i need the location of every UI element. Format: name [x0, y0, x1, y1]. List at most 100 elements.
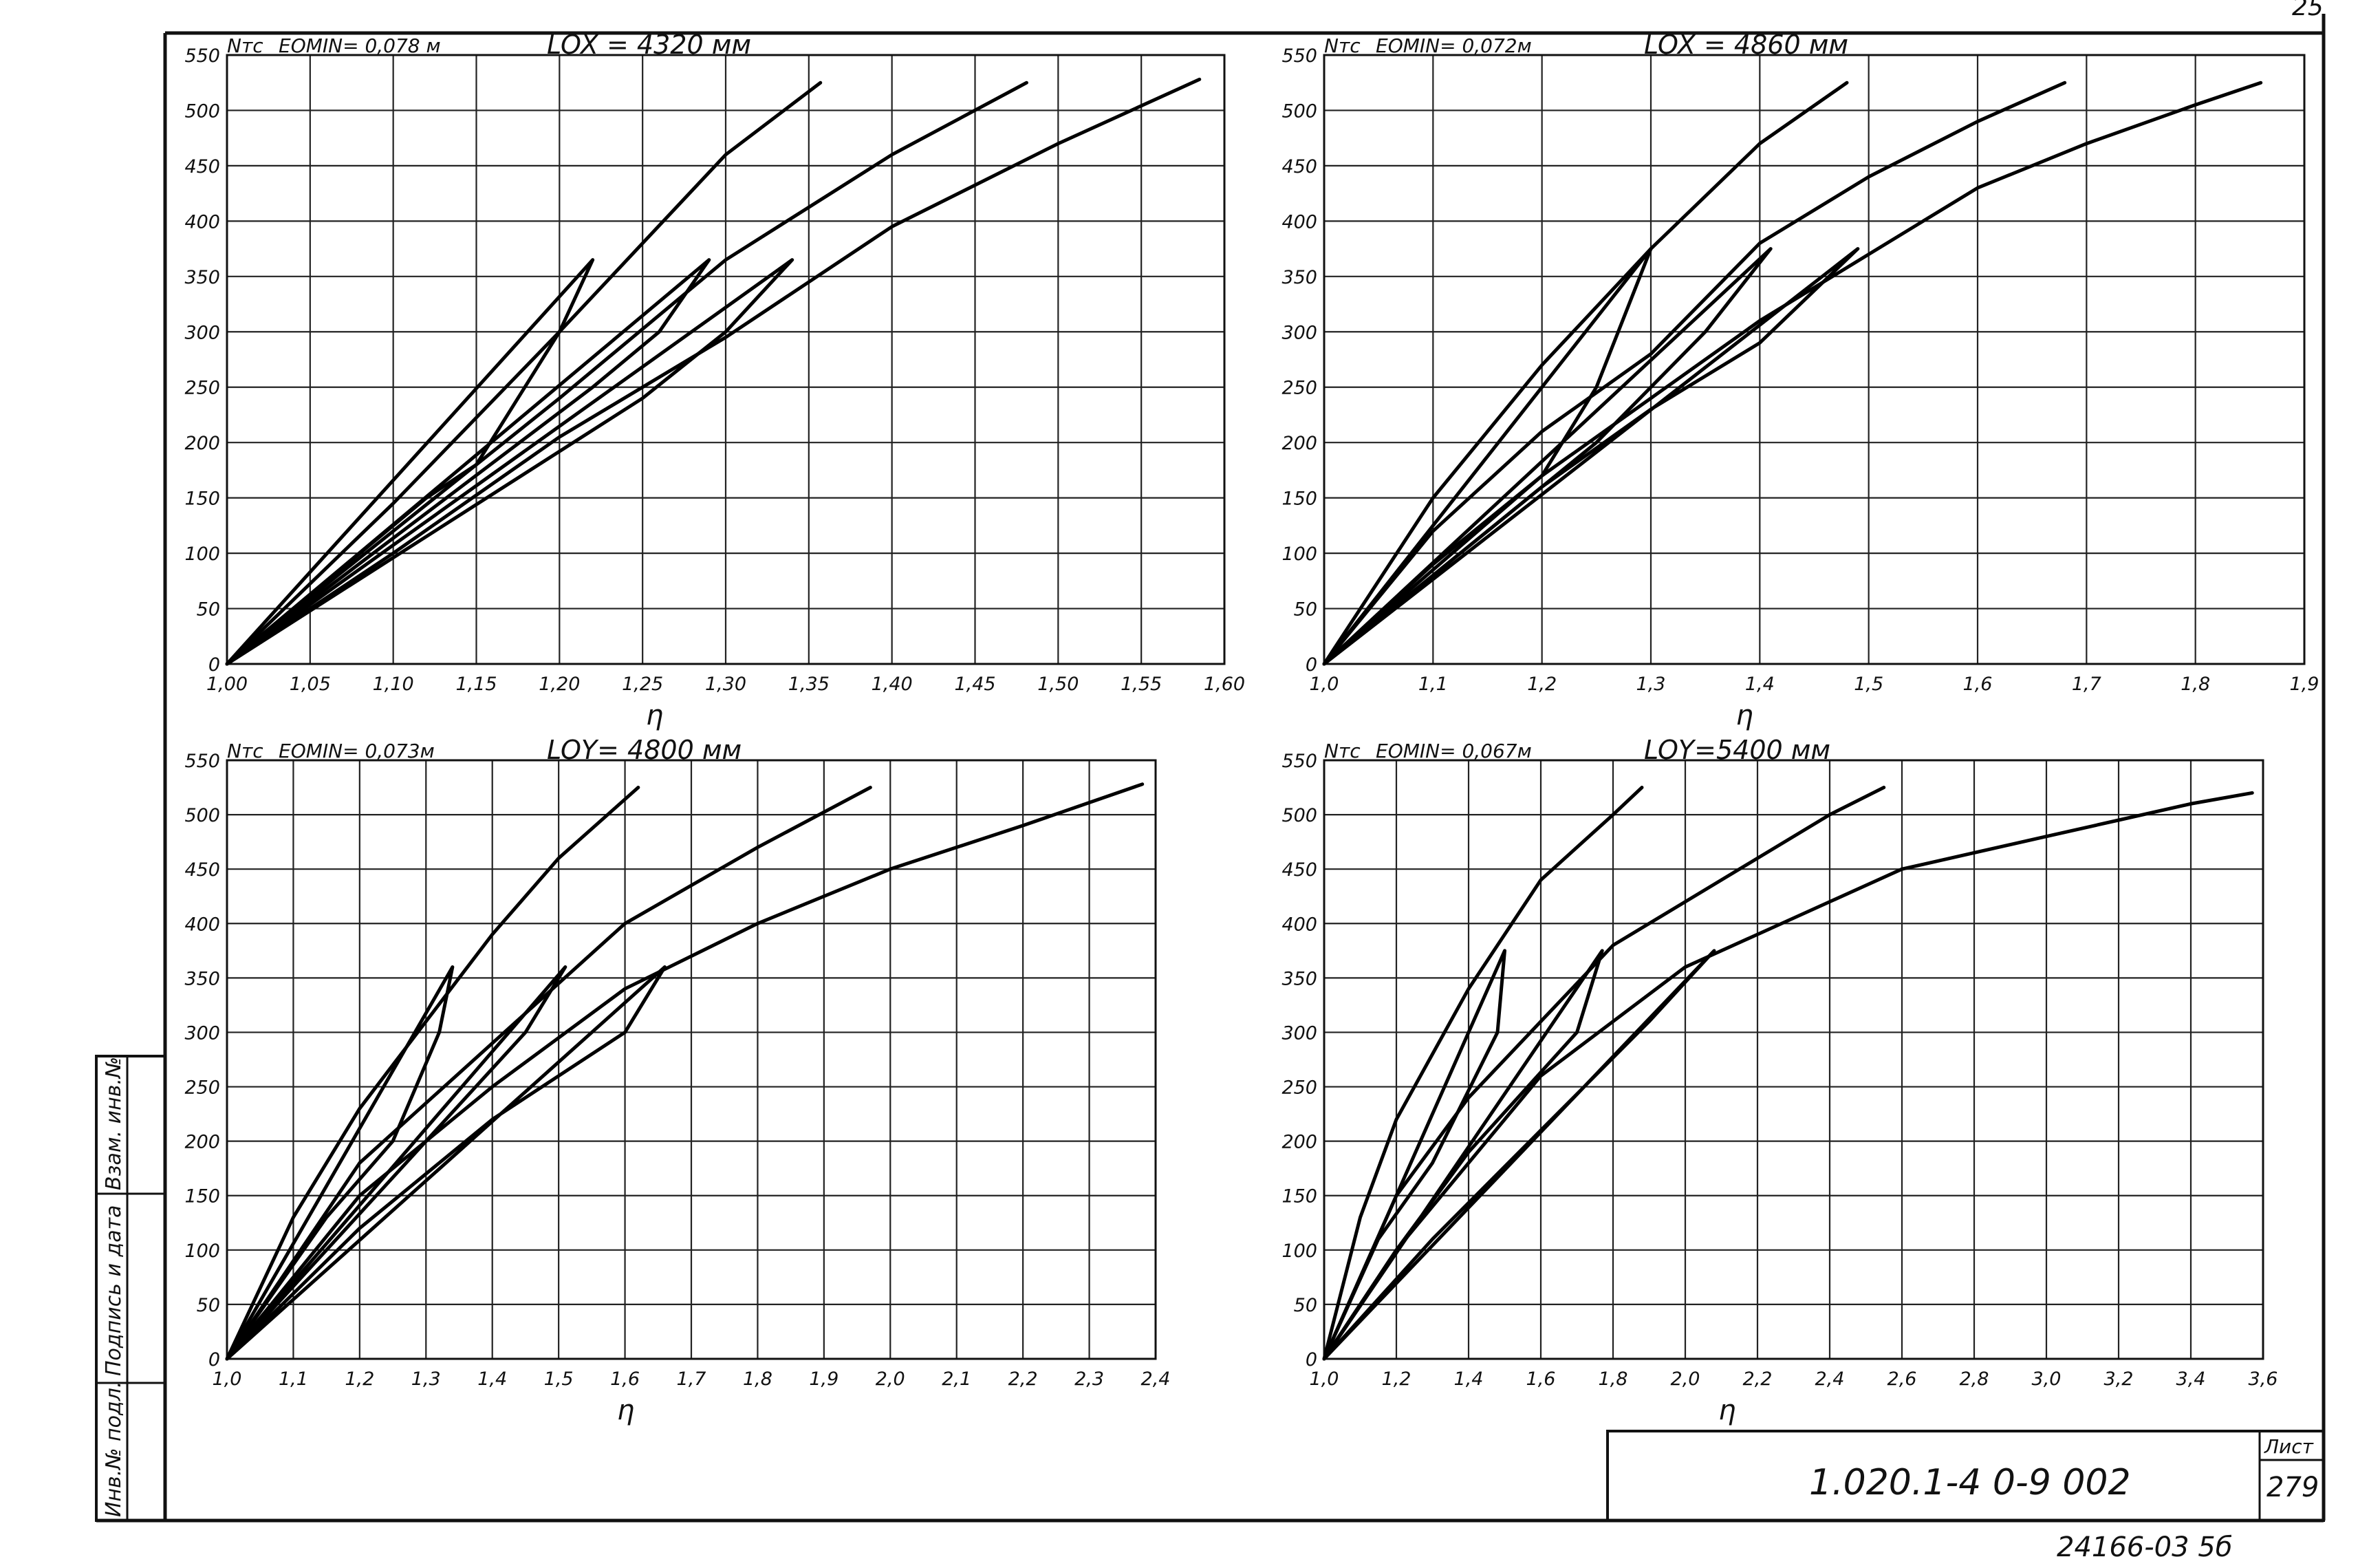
chart-lox-4320-eomin-label: EOMIN= 0,078 м — [279, 34, 441, 57]
chart-loy-5400-ytick-label-5: 250 — [1281, 1077, 1317, 1099]
chart-loy-4800-ytick-label-1: 50 — [197, 1295, 220, 1316]
chart-lox-4320-xtick-label-4: 1,20 — [539, 674, 580, 695]
chart-lox-4860-series-1 — [1322, 80, 2067, 666]
chart-loy-5400-series-4 — [1322, 949, 1604, 1361]
chart-lox-4860-plot-border — [1323, 54, 2306, 665]
chart-lox-4860-ytick-label-9: 450 — [1281, 156, 1317, 178]
chart-loy-4800-xtick-label-12: 2,2 — [1008, 1368, 1038, 1390]
chart-lox-4320-title: LOX = 4320 мм — [547, 30, 751, 60]
chart-loy-4800-ytick-label-6: 300 — [184, 1022, 220, 1044]
chart-loy-4800-ytick-label-4: 200 — [184, 1132, 220, 1153]
chart-lox-4860-ylabel: Nтс — [1324, 34, 1361, 57]
chart-loy-4800-ylabel: Nтс — [227, 740, 263, 762]
chart-lox-4320-xtick-label-9: 1,45 — [954, 674, 995, 695]
chart-loy-5400-series-1 — [1322, 786, 1886, 1361]
chart-loy-4800-xtick-label-8: 1,8 — [743, 1368, 772, 1390]
chart-loy-4800-ytick-label-2: 100 — [184, 1241, 220, 1262]
chart-loy-5400-series-0 — [1322, 786, 1644, 1361]
chart-loy-5400-ytick-label-2: 100 — [1281, 1241, 1317, 1262]
chart-lox-4320-ylabel: Nтс — [227, 34, 263, 57]
chart-loy-4800-xtick-label-10: 2,0 — [876, 1368, 905, 1390]
chart-loy-5400-ytick-label-7: 350 — [1281, 968, 1317, 989]
chart-lox-4860-xtick-label-8: 1,8 — [2181, 674, 2210, 695]
sheet-label: Лист — [2264, 1435, 2314, 1458]
chart-lox-4860-xtick-label-9: 1,9 — [2290, 674, 2319, 695]
chart-loy-4800-xtick-label-2: 1,2 — [345, 1368, 374, 1390]
chart-loy-4800-ytick-label-5: 250 — [184, 1077, 220, 1099]
chart-lox-4860-ytick-label-6: 300 — [1281, 322, 1317, 343]
chart-lox-4320-xtick-label-5: 1,25 — [622, 674, 663, 695]
chart-lox-4860-eomin-label: EOMIN= 0,072м — [1376, 34, 1532, 57]
chart-lox-4320-xlabel: η — [646, 700, 663, 731]
chart-loy-4800-ytick-label-9: 450 — [184, 859, 220, 881]
chart-lox-4860-xtick-label-4: 1,4 — [1745, 674, 1775, 695]
chart-lox-4320-xtick-label-8: 1,40 — [872, 674, 913, 695]
chart-loy-4800-xtick-label-13: 2,3 — [1074, 1368, 1104, 1390]
chart-lox-4320-ytick-label-8: 400 — [184, 211, 220, 233]
chart-loy-4800-xtick-label-9: 1,9 — [809, 1368, 839, 1390]
chart-loy-5400-xtick-label-1: 1,2 — [1382, 1368, 1411, 1390]
chart-loy-5400-xtick-label-10: 3,0 — [2032, 1368, 2062, 1390]
chart-lox-4860: 1,0 1,1 1,2 1,3 1,4 1,5 1,6 1,7 1,8 1,9 0 50 100 150 2… — [1281, 30, 2319, 731]
chart-loy-5400-ytick-label-11: 550 — [1281, 751, 1317, 772]
chart-loy-5400-series-3 — [1322, 949, 1506, 1361]
chart-loy-4800-series-2 — [225, 782, 1145, 1361]
chart-lox-4320-ytick-label-2: 100 — [184, 544, 220, 565]
chart-loy-5400-xtick-label-12: 3,4 — [2176, 1368, 2206, 1390]
chart-lox-4860-xtick-label-7: 1,7 — [2072, 674, 2101, 695]
chart-loy-5400-ytick-label-4: 200 — [1281, 1132, 1317, 1153]
chart-lox-4860-xtick-label-2: 1,2 — [1527, 674, 1557, 695]
chart-lox-4320-xtick-label-7: 1,35 — [788, 674, 830, 695]
chart-lox-4320-series-4 — [225, 258, 711, 666]
chart-lox-4860-xtick-label-3: 1,3 — [1636, 674, 1666, 695]
chart-loy-5400-xtick-label-5: 2,0 — [1671, 1368, 1700, 1390]
chart-lox-4860-xtick-label-1: 1,1 — [1418, 674, 1448, 695]
chart-loy-4800-xlabel: η — [617, 1395, 634, 1426]
chart-loy-4800-xtick-label-11: 2,1 — [942, 1368, 971, 1390]
chart-lox-4860-series-4 — [1322, 247, 1773, 666]
chart-loy-5400-series-5 — [1322, 949, 1716, 1361]
chart-loy-4800-xtick-label-1: 1,1 — [279, 1368, 308, 1390]
chart-loy-5400-xtick-label-13: 3,6 — [2249, 1368, 2278, 1390]
corner-mark: 25 — [2292, 0, 2324, 21]
chart-loy-5400-ytick-label-9: 450 — [1281, 859, 1317, 881]
chart-loy-4800-xtick-label-3: 1,3 — [411, 1368, 441, 1390]
chart-loy-4800-xtick-label-5: 1,5 — [544, 1368, 574, 1390]
chart-lox-4860-ytick-label-4: 200 — [1281, 433, 1317, 454]
chart-loy-4800-eomin-label: EOMIN= 0,073м — [279, 740, 435, 762]
chart-loy-5400-xtick-label-0: 1,0 — [1310, 1368, 1339, 1390]
chart-loy-5400-ytick-label-1: 50 — [1294, 1295, 1317, 1316]
chart-loy-4800-xtick-label-4: 1,4 — [477, 1368, 507, 1390]
chart-loy-5400-xtick-label-4: 1,8 — [1599, 1368, 1628, 1390]
chart-loy-5400-xtick-label-8: 2,6 — [1887, 1368, 1917, 1390]
sheet-number: 279 — [2267, 1472, 2319, 1503]
chart-loy-5400-title: LOY=5400 мм — [1644, 735, 1830, 765]
chart-lox-4320-xtick-label-6: 1,30 — [705, 674, 746, 695]
chart-loy-5400-ytick-label-10: 500 — [1281, 805, 1317, 826]
chart-loy-4800-series-1 — [225, 786, 872, 1361]
chart-lox-4320-xtick-label-12: 1,60 — [1204, 674, 1245, 695]
chart-lox-4860-series-2 — [1322, 80, 2263, 666]
chart-loy-4800-series-5 — [225, 965, 667, 1361]
title-block: 1.020.1-4 0-9 002 Лист 279 — [1606, 1430, 2325, 1522]
chart-loy-4800-xtick-label-14: 2,4 — [1141, 1368, 1171, 1390]
chart-lox-4320-xtick-label-2: 1,10 — [373, 674, 414, 695]
chart-lox-4860-ytick-label-7: 350 — [1281, 267, 1317, 288]
chart-lox-4860-ytick-label-8: 400 — [1281, 211, 1317, 233]
chart-lox-4860-ytick-label-11: 550 — [1281, 45, 1317, 67]
archive-number: 24166-03 5б — [2057, 1532, 2232, 1563]
chart-lox-4320-series-5 — [225, 258, 794, 666]
chart-lox-4860-ytick-label-1: 50 — [1294, 599, 1317, 621]
chart-lox-4320-series-0 — [225, 80, 823, 666]
chart-loy-4800-xtick-label-7: 1,7 — [677, 1368, 706, 1390]
chart-loy-4800-series-3 — [225, 965, 455, 1361]
binding-strip: Инв.№ подл. Подпись и дата Взам. инв.№ — [95, 1055, 166, 1522]
chart-loy-4800-ytick-label-10: 500 — [184, 805, 220, 826]
designation: 1.020.1-4 0-9 002 — [1809, 1462, 2131, 1503]
chart-loy-4800-plot-border — [226, 759, 1157, 1360]
chart-loy-4800-ytick-label-7: 350 — [184, 968, 220, 989]
chart-lox-4860-ytick-label-0: 0 — [1306, 654, 1317, 676]
chart-loy-5400-ylabel: Nтс — [1324, 740, 1361, 762]
label-vzam-inv: Взам. инв.№ — [102, 1057, 126, 1190]
